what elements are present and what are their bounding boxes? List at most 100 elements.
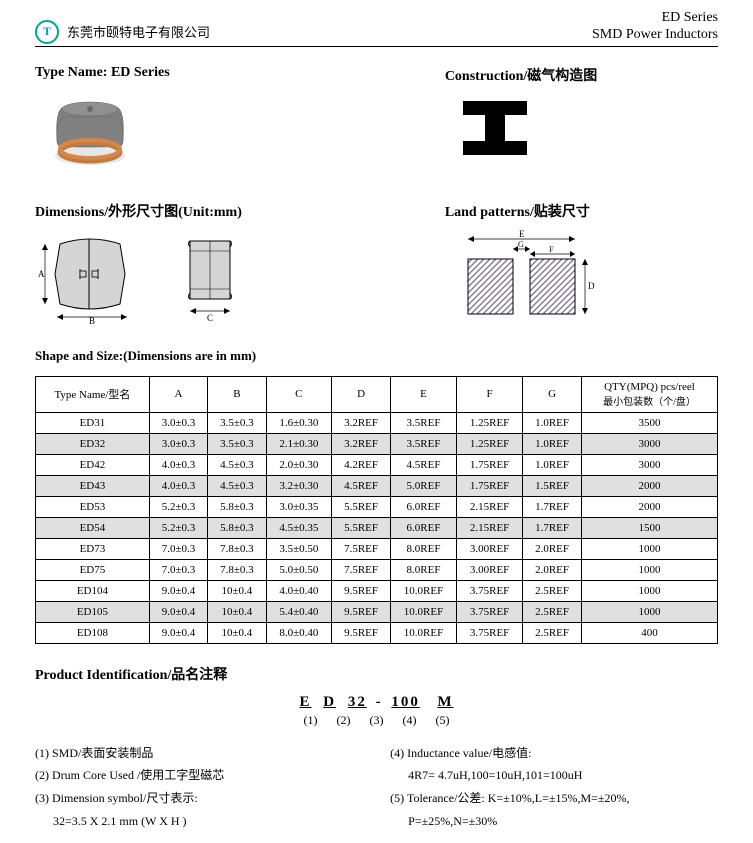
table-cell: ED53 (36, 496, 150, 517)
table-cell: 1.7REF (523, 496, 582, 517)
prod-id-left-col: (1) SMD/表面安装制品 (2) Drum Core Used /使用工字型… (35, 742, 363, 833)
svg-text:C: C (207, 313, 213, 323)
table-cell: 2.5REF (523, 601, 582, 622)
table-cell: 5.0±0.50 (266, 559, 332, 580)
table-cell: 5.0REF (390, 475, 456, 496)
table-cell: 7.0±0.3 (149, 559, 207, 580)
table-cell: 7.5REF (332, 538, 391, 559)
table-cell: 1000 (581, 580, 717, 601)
th-e: E (390, 376, 456, 412)
table-cell: 4.2REF (332, 454, 391, 475)
table-cell: 8.0REF (390, 559, 456, 580)
table-cell: 5.5REF (332, 517, 391, 538)
table-cell: 8.0±0.40 (266, 622, 332, 643)
table-cell: ED32 (36, 433, 150, 454)
table-cell: 3.2REF (332, 433, 391, 454)
table-cell: 10.0REF (390, 601, 456, 622)
table-cell: 2.0±0.30 (266, 454, 332, 475)
table-cell: 6.0REF (390, 496, 456, 517)
land-label: Land patterns/贴装尺寸 (445, 201, 718, 221)
prod-id-right-col: (4) Inductance value/电感值: 4R7= 4.7uH,100… (390, 742, 718, 833)
table-cell: 10.0REF (390, 622, 456, 643)
type-name-label: Type Name: ED Series (35, 65, 411, 81)
table-cell: 2000 (581, 496, 717, 517)
table-cell: 7.5REF (332, 559, 391, 580)
table-cell: 1000 (581, 559, 717, 580)
table-cell: 3.75REF (457, 622, 523, 643)
series-name: ED Series (592, 10, 718, 27)
table-cell: 3.5±0.50 (266, 538, 332, 559)
pid-line-4a: 4R7= 4.7uH,100=10uH,101=100uH (390, 764, 718, 787)
svg-text:B: B (89, 316, 95, 324)
table-cell: 1.0REF (523, 412, 582, 433)
table-cell: 5.8±0.3 (208, 496, 266, 517)
table-cell: 3.00REF (457, 559, 523, 580)
table-cell: 8.0REF (390, 538, 456, 559)
svg-text:G: G (518, 240, 524, 249)
table-cell: 4.5±0.3 (208, 454, 266, 475)
table-row: ED535.2±0.35.8±0.33.0±0.355.5REF6.0REF2.… (36, 496, 718, 517)
table-cell: 3500 (581, 412, 717, 433)
table-cell: 5.5REF (332, 496, 391, 517)
table-row: ED757.0±0.37.8±0.35.0±0.507.5REF8.0REF3.… (36, 559, 718, 580)
table-cell: 2.5REF (523, 580, 582, 601)
table-cell: 2.0REF (523, 559, 582, 580)
pid-line-5a: P=±25%,N=±30% (390, 810, 718, 833)
prod-id-code: E D 32 - 100 M (35, 694, 718, 711)
table-cell: ED105 (36, 601, 150, 622)
table-cell: 1.6±0.30 (266, 412, 332, 433)
table-cell: 3.2±0.30 (266, 475, 332, 496)
table-cell: 4.0±0.40 (266, 580, 332, 601)
svg-text:E: E (519, 229, 525, 239)
pid-line-1: (1) SMD/表面安装制品 (35, 742, 363, 765)
table-cell: 6.0REF (390, 517, 456, 538)
table-cell: 9.0±0.4 (149, 601, 207, 622)
page-header: T 东莞市颐特电子有限公司 ED Series SMD Power Induct… (35, 10, 718, 47)
table-cell: 3.5±0.3 (208, 412, 266, 433)
pid-line-2: (2) Drum Core Used /使用工字型磁芯 (35, 764, 363, 787)
table-cell: 3.75REF (457, 580, 523, 601)
prod-id-description: (1) SMD/表面安装制品 (2) Drum Core Used /使用工字型… (35, 742, 718, 833)
table-cell: 400 (581, 622, 717, 643)
table-cell: 2.0REF (523, 538, 582, 559)
table-cell: 10.0REF (390, 580, 456, 601)
table-cell: 3.0±0.3 (149, 412, 207, 433)
table-cell: 2.15REF (457, 517, 523, 538)
company-name: 东莞市颐特电子有限公司 (67, 22, 210, 41)
table-cell: 7.8±0.3 (208, 538, 266, 559)
land-pattern-drawing: E G F D (460, 229, 718, 328)
table-cell: 4.0±0.3 (149, 454, 207, 475)
th-c: C (266, 376, 332, 412)
table-cell: 5.4±0.40 (266, 601, 332, 622)
table-cell: 1.5REF (523, 475, 582, 496)
table-row: ED424.0±0.34.5±0.32.0±0.304.2REF4.5REF1.… (36, 454, 718, 475)
table-cell: 7.8±0.3 (208, 559, 266, 580)
table-cell: ED43 (36, 475, 150, 496)
construction-diagram (455, 93, 718, 167)
pid-line-5: (5) Tolerance/公差: K=±10%,L=±15%,M=±20%, (390, 787, 718, 810)
table-cell: 3.0±0.3 (149, 433, 207, 454)
table-cell: 3.5±0.3 (208, 433, 266, 454)
th-b: B (208, 376, 266, 412)
table-cell: 1000 (581, 601, 717, 622)
table-cell: 9.5REF (332, 601, 391, 622)
table-cell: 10±0.4 (208, 601, 266, 622)
th-f: F (457, 376, 523, 412)
table-row: ED545.2±0.35.8±0.34.5±0.355.5REF6.0REF2.… (36, 517, 718, 538)
table-cell: 1.25REF (457, 412, 523, 433)
table-cell: 2.1±0.30 (266, 433, 332, 454)
table-cell: 9.0±0.4 (149, 622, 207, 643)
th-d: D (332, 376, 391, 412)
table-cell: 3000 (581, 454, 717, 475)
th-g: G (523, 376, 582, 412)
logo-icon: T (35, 20, 59, 44)
table-cell: ED42 (36, 454, 150, 475)
product-photo (45, 89, 411, 173)
table-cell: 1.0REF (523, 433, 582, 454)
th-qty: QTY(MPQ) pcs/reel 最小包装数（个/盘） (581, 376, 717, 412)
table-cell: 7.0±0.3 (149, 538, 207, 559)
table-cell: 5.2±0.3 (149, 496, 207, 517)
table-cell: 1.75REF (457, 475, 523, 496)
prod-id-title: Product Identification/品名注释 (35, 664, 718, 684)
svg-text:A: A (38, 269, 45, 279)
